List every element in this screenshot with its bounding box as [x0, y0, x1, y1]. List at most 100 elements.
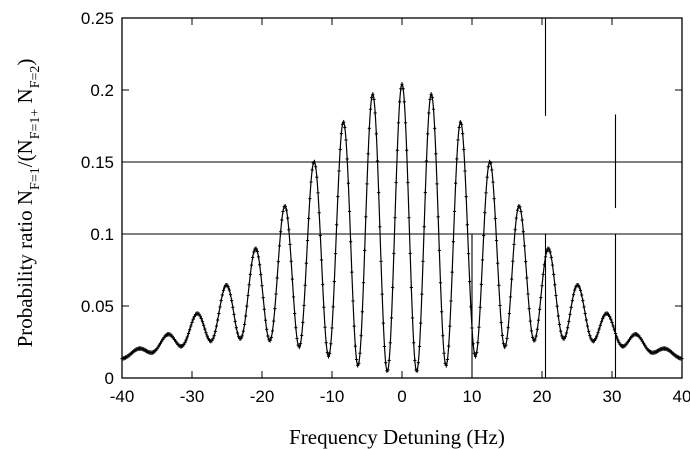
data-point: [370, 95, 374, 100]
data-point: [595, 333, 599, 339]
data-point: [232, 312, 236, 317]
y-tick-label-5: 0.25: [81, 9, 114, 28]
data-point: [519, 209, 523, 214]
data-point: [471, 341, 475, 346]
y-axis-title-sub1: F=1: [28, 167, 43, 190]
data-point: [401, 86, 405, 91]
data-point: [583, 311, 587, 316]
data-point: [214, 323, 219, 329]
data-point: [611, 323, 615, 329]
data-point: [261, 295, 265, 300]
data-point: [295, 336, 299, 341]
data-point: [433, 126, 437, 131]
data-point: [431, 107, 436, 112]
data-point: [550, 262, 555, 268]
data-point: [322, 305, 326, 310]
data-point: [547, 246, 551, 252]
data-point: [212, 333, 216, 338]
data-point: [412, 340, 416, 345]
data-point: [380, 291, 384, 297]
data-point: [437, 248, 441, 253]
data-point: [277, 243, 282, 249]
data-point: [557, 322, 562, 327]
data-point: [189, 323, 193, 329]
data-point: [396, 120, 401, 125]
data-point: [303, 283, 307, 288]
data-point: [513, 227, 517, 232]
data-point: [230, 298, 234, 303]
data-point: [279, 229, 283, 234]
data-point: [353, 343, 357, 349]
data-point: [269, 335, 273, 340]
data-point: [304, 261, 308, 266]
data-point: [520, 217, 524, 223]
data-point: [514, 215, 518, 221]
data-point: [554, 293, 558, 298]
data-point: [450, 269, 454, 275]
data-point: [314, 164, 318, 169]
data-point: [324, 340, 328, 345]
data-point: [272, 318, 276, 324]
data-point: [213, 329, 217, 334]
data-point: [284, 207, 289, 213]
data-point: [216, 317, 220, 323]
y-axis-title: Probability ratio NF=1/(NF=1+ NF=2): [13, 59, 43, 348]
data-point: [507, 311, 511, 316]
data-point: [610, 320, 614, 325]
data-point: [511, 259, 515, 264]
data-point: [294, 325, 298, 330]
data-point: [522, 243, 527, 249]
data-point: [427, 110, 431, 116]
data-point: [548, 249, 552, 255]
y-tick-label-2: 0.1: [90, 225, 114, 244]
data-point: [337, 168, 341, 174]
data-point: [228, 292, 233, 297]
data-point: [452, 209, 457, 214]
data-point: [555, 303, 559, 309]
data-point: [588, 333, 592, 338]
data-point: [315, 175, 319, 180]
data-point: [252, 249, 256, 255]
data-point: [365, 181, 369, 187]
data-point: [553, 282, 557, 287]
data-point: [203, 326, 207, 332]
data-point: [594, 336, 598, 341]
data-point: [420, 291, 424, 297]
data-point: [221, 288, 226, 293]
data-point: [231, 305, 235, 310]
data-point: [596, 330, 600, 335]
data-point: [484, 190, 488, 196]
data-point: [318, 233, 322, 238]
data-point: [309, 179, 313, 185]
data-point: [457, 125, 461, 130]
data-point: [510, 276, 514, 282]
data-point: [512, 242, 516, 247]
data-points: [120, 82, 684, 373]
data-point: [235, 330, 240, 336]
data-point: [335, 222, 339, 227]
data-point: [259, 272, 263, 277]
data-point: [435, 181, 439, 187]
data-point: [499, 320, 503, 325]
data-point: [220, 292, 224, 298]
data-point: [351, 298, 355, 304]
x-tick-label-5: 10: [463, 387, 482, 406]
data-point: [472, 351, 476, 356]
data-point: [377, 190, 381, 195]
data-point: [441, 333, 445, 338]
data-point: [188, 327, 192, 332]
x-tick-label-6: 20: [533, 387, 552, 406]
data-point: [366, 151, 370, 156]
data-point: [480, 257, 485, 263]
data-point: [191, 317, 195, 322]
y-tick-label-3: 0.15: [81, 153, 114, 172]
x-tick-label-1: -30: [180, 387, 205, 406]
y-tick-label-1: 0.05: [81, 297, 114, 316]
data-point: [581, 298, 585, 303]
data-point: [241, 329, 245, 334]
data-point: [538, 307, 542, 312]
data-point: [254, 246, 258, 252]
data-point: [333, 251, 338, 256]
data-point: [346, 181, 350, 186]
